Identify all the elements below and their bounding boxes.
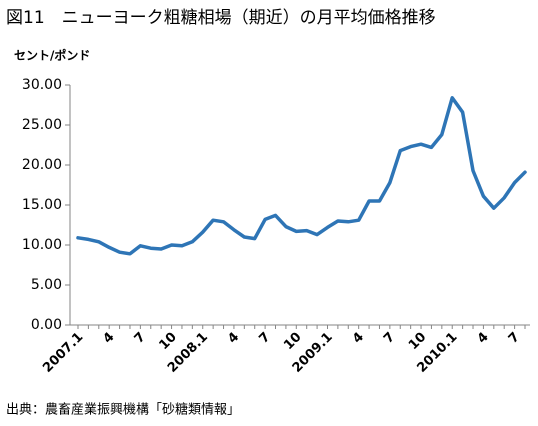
chart-title: 図11 ニューヨーク粗糖相場（期近）の月平均価格推移 — [6, 8, 436, 28]
x-tick-label: 10 — [281, 330, 304, 353]
x-tick-label: 4 — [100, 330, 117, 347]
series-line — [76, 96, 527, 256]
x-tick-label: 10 — [406, 330, 429, 353]
y-tick-label: 0.00 — [31, 317, 62, 333]
y-tick-label: 25.00 — [22, 117, 62, 133]
x-tick-label: 7 — [381, 330, 398, 347]
y-tick-label: 30.00 — [22, 77, 62, 93]
x-tick-label: 4 — [350, 330, 367, 347]
y-tick-label: 10.00 — [22, 237, 62, 253]
x-tick-label: 2007.1 — [40, 330, 86, 376]
y-axis-label: セント/ポンド — [14, 48, 90, 63]
x-tick-label: 10 — [156, 330, 179, 353]
x-tick-label: 4 — [475, 330, 492, 347]
x-tick-label: 7 — [256, 330, 273, 347]
y-tick-label: 15.00 — [22, 197, 62, 213]
x-tick-label: 7 — [132, 330, 149, 347]
y-tick-label: 20.00 — [22, 157, 62, 173]
y-tick-label: 5.00 — [31, 277, 62, 293]
x-tick-label: 7 — [506, 330, 523, 347]
x-tick-label: 4 — [225, 330, 242, 347]
source-note: 出典：農畜産業振興機構「砂糖類情報」 — [6, 402, 240, 418]
